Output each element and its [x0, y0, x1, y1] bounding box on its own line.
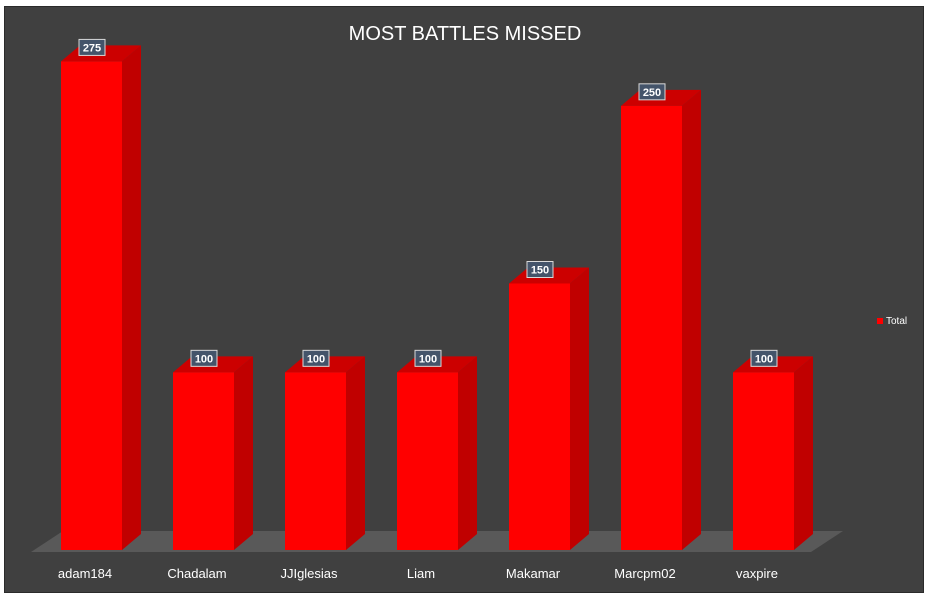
bar-side [570, 267, 589, 550]
bar-side [682, 89, 701, 550]
bar-group [61, 45, 813, 551]
category-label: Chadalam [167, 566, 226, 581]
chart-frame: MOST BATTLES MISSED 275 100 100 100 150 250 10… [4, 6, 924, 593]
bar [509, 267, 589, 550]
data-label-box [638, 83, 666, 101]
category-label: adam184 [58, 566, 112, 581]
data-label: 100 [750, 349, 778, 367]
bar [173, 356, 253, 550]
legend-swatch [877, 318, 883, 324]
data-label-text: 100 [307, 353, 325, 365]
data-label-text: 100 [195, 353, 213, 365]
bar-front [285, 372, 346, 550]
bar [733, 356, 813, 550]
data-label: 100 [190, 349, 218, 367]
bar-front [509, 283, 570, 550]
data-label-box [302, 349, 330, 367]
bar-front [733, 372, 794, 550]
bar-side [234, 356, 253, 550]
chart-title: MOST BATTLES MISSED [349, 23, 582, 45]
bar-chart: MOST BATTLES MISSED 275 100 100 100 150 250 10… [31, 23, 907, 581]
data-label: 100 [414, 349, 442, 367]
data-label-group: 275 100 100 100 150 250 100 [78, 38, 778, 367]
category-label: Marcpm02 [614, 566, 675, 581]
bar-side [346, 356, 365, 550]
category-label: Liam [407, 566, 435, 581]
data-label-text: 250 [643, 87, 661, 99]
category-label: vaxpire [736, 566, 778, 581]
bar-side [458, 356, 477, 550]
bar-front [173, 372, 234, 550]
data-label-box [414, 349, 442, 367]
data-label-box [78, 38, 106, 56]
bar [61, 45, 141, 551]
bar-front [61, 61, 122, 551]
legend: Total [877, 316, 907, 327]
bar-side [794, 356, 813, 550]
bar-front [621, 105, 682, 550]
bar [397, 356, 477, 550]
bar-front [397, 372, 458, 550]
data-label-text: 100 [419, 353, 437, 365]
data-label: 250 [638, 83, 666, 101]
data-label-text: 275 [83, 42, 101, 54]
category-label: Makamar [506, 566, 561, 581]
bar-side [122, 45, 141, 551]
data-label-box [750, 349, 778, 367]
data-label: 275 [78, 38, 106, 56]
data-label-box [190, 349, 218, 367]
legend-label: Total [886, 316, 907, 327]
data-label-text: 100 [755, 353, 773, 365]
bar [621, 89, 701, 550]
category-label: JJIglesias [280, 566, 338, 581]
data-label: 150 [526, 261, 554, 278]
category-axis: adam184 Chadalam JJIglesias Liam Makamar Marc… [58, 566, 778, 581]
data-label-text: 150 [531, 265, 549, 277]
data-label-box [526, 261, 554, 278]
data-label: 100 [302, 349, 330, 367]
bar [285, 356, 365, 550]
